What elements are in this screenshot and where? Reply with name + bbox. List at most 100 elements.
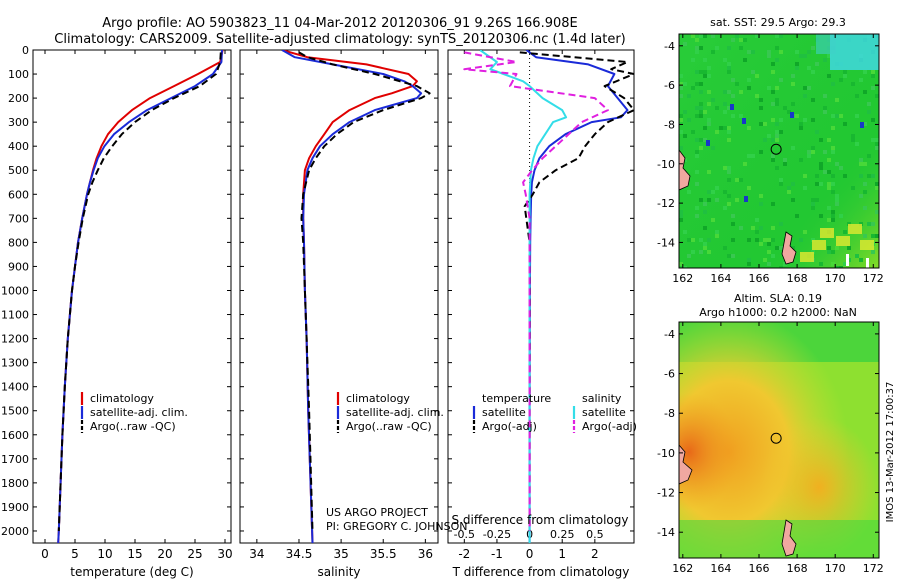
temperature-tick-label: 15 <box>127 547 142 561</box>
depth-tick-label: 1500 <box>1 405 29 418</box>
map-lon-tick-label: 168 <box>787 272 808 285</box>
map-lon-tick-label: 162 <box>672 562 693 575</box>
map-lat-tick-label: -14 <box>657 526 675 539</box>
temperature-x-label: temperature (deg C) <box>70 565 193 579</box>
depth-tick-label: 1300 <box>1 357 29 370</box>
series-line-argo-raw-qc- <box>57 52 222 532</box>
depth-tick-label: 2000 <box>1 525 29 538</box>
depth-tick-label: 700 <box>8 212 29 225</box>
sla-map-axes: 162 164 166 168 170 172 -4 -6 -8 -10 -12 -14 <box>657 322 884 575</box>
temperature-legend: climatology satellite-adj. clim. Argo(..… <box>80 392 188 433</box>
island-shape <box>781 519 797 557</box>
legend-title-salinity: salinity <box>582 392 622 405</box>
sla-map-field <box>679 322 879 558</box>
series-line-salinity-argo-adj- <box>463 51 609 531</box>
s-difference-tick-label: -0.25 <box>483 528 511 541</box>
s-difference-tick-label: 0.5 <box>586 528 604 541</box>
map-lon-tick-label: 166 <box>749 272 770 285</box>
map-lat-tick-label: -10 <box>657 158 675 171</box>
temperature-tick-label: 10 <box>97 547 112 561</box>
profile-location-marker <box>770 432 782 444</box>
temperature-tick-label: 25 <box>187 547 202 561</box>
depth-tick-label: 1400 <box>1 381 29 394</box>
difference-tick-label: -1 <box>491 547 503 561</box>
sst-map-axes: 162 164 166 168 170 172 -4 -6 -8 -10 -12 -14 <box>657 34 884 285</box>
map-lon-tick-label: 168 <box>787 562 808 575</box>
depth-axis: 0 100 200 300 400 500 600 700 800 900 1000 1100 1200… <box>1 44 634 538</box>
depth-tick-label: 200 <box>8 92 29 105</box>
salinity-tick-label: 35 <box>333 547 348 561</box>
legend-label-argo: Argo(..raw -QC) <box>346 420 432 433</box>
depth-tick-label: 1900 <box>1 501 29 514</box>
depth-tick-label: 600 <box>8 188 29 201</box>
sst-map-title: sat. SST: 29.5 Argo: 29.3 <box>710 16 846 29</box>
figure-title-line1: Argo profile: AO 5903823_11 04-Mar-2012 … <box>102 16 578 31</box>
map-lon-tick-label: 164 <box>710 562 731 575</box>
legend-label-satellite: satellite-adj. clim. <box>346 406 444 419</box>
salinity-tick-label: 34.5 <box>286 547 313 561</box>
s-difference-label: S difference from climatology <box>452 513 629 527</box>
difference-legend: temperature salinity satellite Argo(-adj… <box>472 392 637 433</box>
depth-tick-label: 400 <box>8 140 29 153</box>
depth-tick-label: 1700 <box>1 453 29 466</box>
temperature-tick-label: 30 <box>217 547 232 561</box>
series-line-argo-raw-qc- <box>298 51 431 532</box>
difference-tick-label: 1 <box>558 547 566 561</box>
legend-label-climatology: climatology <box>346 392 410 405</box>
map-lon-tick-label: 170 <box>825 562 846 575</box>
depth-tick-label: 800 <box>8 236 29 249</box>
sst-map-field <box>679 34 879 268</box>
map-lat-tick-label: -6 <box>664 368 675 381</box>
series-line-climatology <box>57 50 224 543</box>
legend-title-temperature: temperature <box>482 392 551 405</box>
depth-tick-label: 1200 <box>1 333 29 346</box>
salinity-panel-frame <box>239 49 439 544</box>
difference-panel-frame <box>447 49 635 544</box>
map-lon-tick-label: 172 <box>863 562 884 575</box>
difference-series <box>463 50 634 543</box>
depth-tick-label: 300 <box>8 116 29 129</box>
temperature-tick-label: 0 <box>41 547 49 561</box>
island-shape <box>679 149 691 191</box>
map-lon-tick-label: 172 <box>863 272 884 285</box>
legend-label-satellite: satellite-adj. clim. <box>90 406 188 419</box>
map-lat-tick-label: -6 <box>664 79 675 92</box>
map-lat-tick-label: -12 <box>657 197 675 210</box>
sla-map-title-line2: Argo h1000: 0.2 h2000: NaN <box>699 306 857 319</box>
series-line-temperature-argo-adj- <box>519 51 634 531</box>
salinity-series <box>281 50 431 543</box>
series-line-salinity-satellite <box>479 50 568 543</box>
legend-label-t-argo: Argo(-adj) <box>482 420 537 433</box>
map-lat-tick-label: -4 <box>664 40 675 53</box>
legend-label-s-argo: Argo(-adj) <box>582 420 637 433</box>
map-lon-tick-label: 170 <box>825 272 846 285</box>
temperature-panel-frame <box>32 49 232 544</box>
difference-tick-label: -2 <box>458 547 470 561</box>
temperature-x-axis: 0 5 10 15 20 25 30 <box>41 50 233 561</box>
temperature-tick-label: 5 <box>71 547 79 561</box>
temperature-tick-label: 20 <box>157 547 172 561</box>
imos-timestamp: IMOS 13-Mar-2012 17:00:37 <box>885 382 896 523</box>
legend-label-argo: Argo(..raw -QC) <box>90 420 176 433</box>
difference-tick-label: 2 <box>591 547 599 561</box>
salinity-tick-label: 35.5 <box>370 547 397 561</box>
series-line-satellite-adj-clim- <box>57 50 223 543</box>
map-lat-tick-label: -8 <box>664 407 675 420</box>
map-lat-tick-label: -10 <box>657 447 675 460</box>
salinity-x-label: salinity <box>317 565 360 579</box>
s-difference-tick-label: -0.5 <box>454 528 475 541</box>
map-lon-tick-label: 166 <box>749 562 770 575</box>
island-shape <box>679 444 693 485</box>
depth-tick-label: 1600 <box>1 429 29 442</box>
salinity-tick-label: 36 <box>418 547 433 561</box>
depth-tick-label: 0 <box>22 44 29 57</box>
map-lat-tick-label: -12 <box>657 487 675 500</box>
depth-tick-label: 900 <box>8 260 29 273</box>
sla-map-frame <box>678 321 880 559</box>
map-lon-tick-label: 164 <box>710 272 731 285</box>
depth-tick-label: 100 <box>8 68 29 81</box>
t-difference-x-label: T difference from climatology <box>452 565 630 579</box>
salinity-x-axis: 34 34.5 35 35.5 36 <box>249 50 433 561</box>
depth-tick-label: 1800 <box>1 477 29 490</box>
